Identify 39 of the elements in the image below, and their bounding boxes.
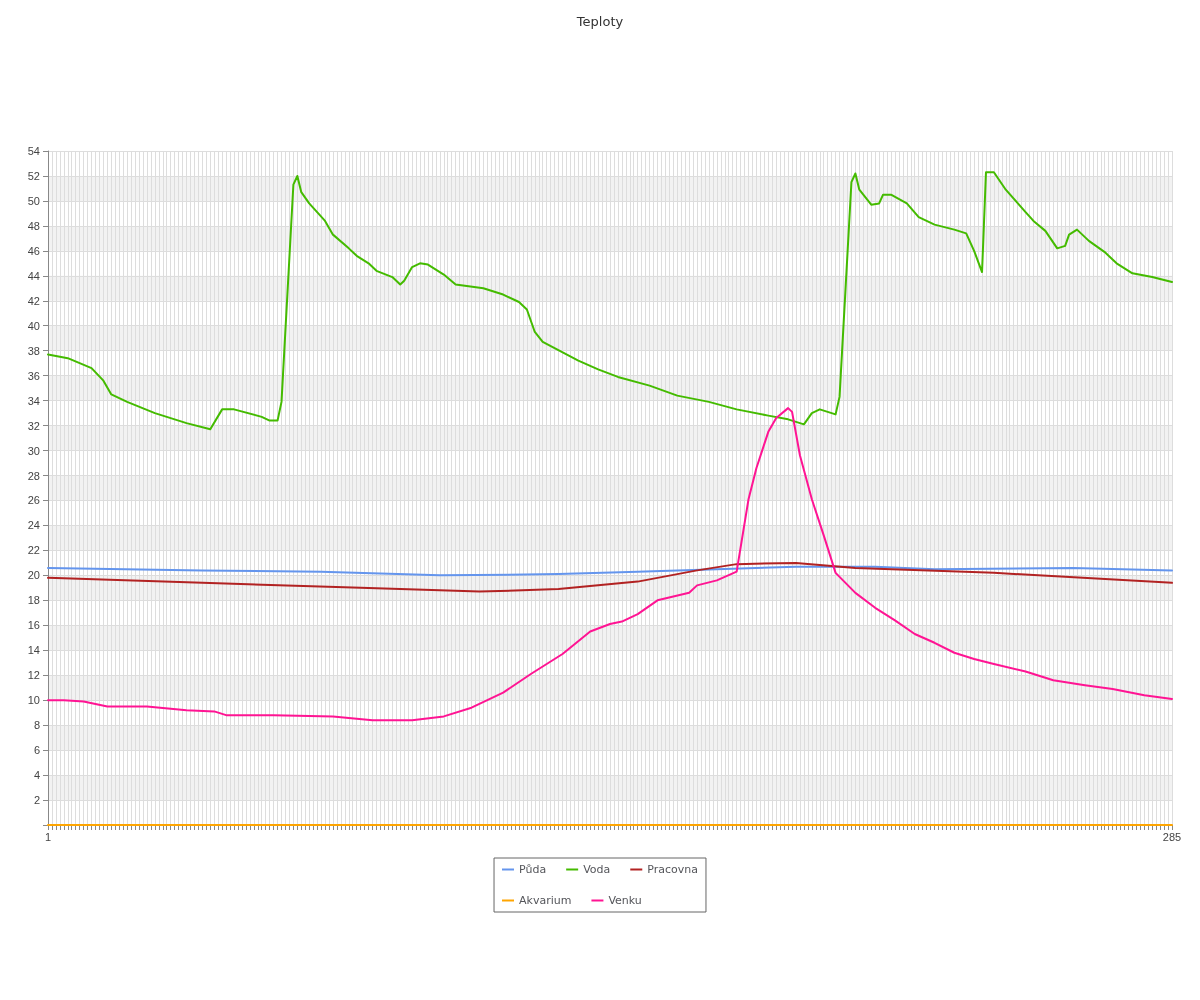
y-tick-label: 6 — [33, 744, 40, 757]
line-series — [47, 561, 1173, 593]
y-tick-label: 4 — [33, 769, 40, 782]
y-tick-label: 24 — [27, 519, 40, 532]
line-series — [47, 565, 1173, 577]
y-tick-label: 32 — [27, 419, 40, 432]
chart-title: Teploty — [575, 14, 624, 29]
y-tick-label: 10 — [27, 694, 40, 707]
x-tick-label: 1 — [44, 830, 52, 843]
y-tick-label: 52 — [27, 169, 40, 182]
y-tick-label: 2 — [33, 794, 40, 807]
y-tick-label: 42 — [27, 294, 40, 307]
line-series — [47, 407, 1173, 722]
y-tick-label: 16 — [27, 619, 40, 632]
y-tick-label: 14 — [27, 644, 40, 657]
line-series — [47, 171, 1173, 431]
y-tick-label: 48 — [27, 219, 40, 232]
y-tick-label: 38 — [27, 344, 40, 357]
y-tick-label: 40 — [27, 319, 40, 332]
legend-label: Pracovna — [647, 863, 698, 876]
y-tick-label: 20 — [27, 569, 40, 582]
y-tick-label: 22 — [27, 544, 40, 557]
y-tick-label: 12 — [27, 669, 40, 682]
legend-label: Půda — [519, 863, 547, 876]
x-tick-label: 285 — [1162, 830, 1182, 843]
y-tick-label: 30 — [27, 444, 40, 457]
y-tick-label: 28 — [27, 469, 40, 482]
legend-label: Voda — [583, 863, 611, 876]
y-tick-label: 46 — [27, 244, 40, 257]
y-tick-label: 18 — [27, 594, 40, 607]
y-tick-label: 34 — [27, 394, 40, 407]
y-tick-label: 50 — [27, 194, 40, 207]
legend-label: Akvarium — [519, 894, 572, 907]
y-tick-label: 8 — [33, 719, 40, 732]
y-tick-label: 26 — [27, 494, 40, 507]
y-tick-label: 54 — [27, 145, 40, 157]
y-tick-label: 44 — [27, 269, 40, 282]
legend-label: Venku — [608, 894, 642, 907]
y-tick-label: 36 — [27, 369, 40, 382]
